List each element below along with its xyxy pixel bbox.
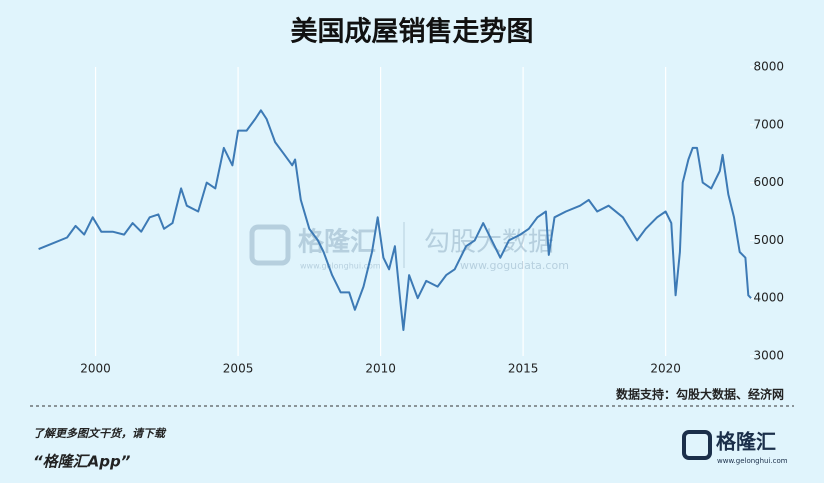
y-tick-label: 5000 [753,233,784,247]
logo-brand: 格隆汇 [716,430,776,454]
data-line [38,109,752,331]
footer-prompt: 了解更多图文干货，请下载 [33,427,167,440]
watermark-url: www.gelonghui.com [300,262,381,271]
footer-app: “格隆汇App” [33,453,131,471]
logo-url: www.gelonghui.com [717,457,788,465]
watermark-brand: 格隆汇 [298,227,376,258]
y-tick-label: 8000 [753,60,784,74]
y-tick-label: 6000 [753,175,784,189]
watermark-data-url: www.gogudata.com [460,259,569,272]
watermark-logo [249,224,291,266]
y-tick-label: 7000 [753,117,784,131]
x-tick-label: 2020 [650,362,681,376]
x-tick-label: 2005 [223,362,254,376]
source: 数据支持：勾股大数据、经济网 [616,387,784,402]
logo-icon [682,430,712,460]
x-tick-label: 2010 [365,362,396,376]
y-tick-label: 3000 [753,349,784,363]
watermark-data-brand: 勾股大数据 [424,228,554,258]
chart-title: 美国成屋销售走势图 [291,16,534,48]
x-tick-label: 2015 [508,362,539,376]
x-tick-label: 2000 [80,362,111,376]
y-tick-label: 4000 [753,291,784,305]
